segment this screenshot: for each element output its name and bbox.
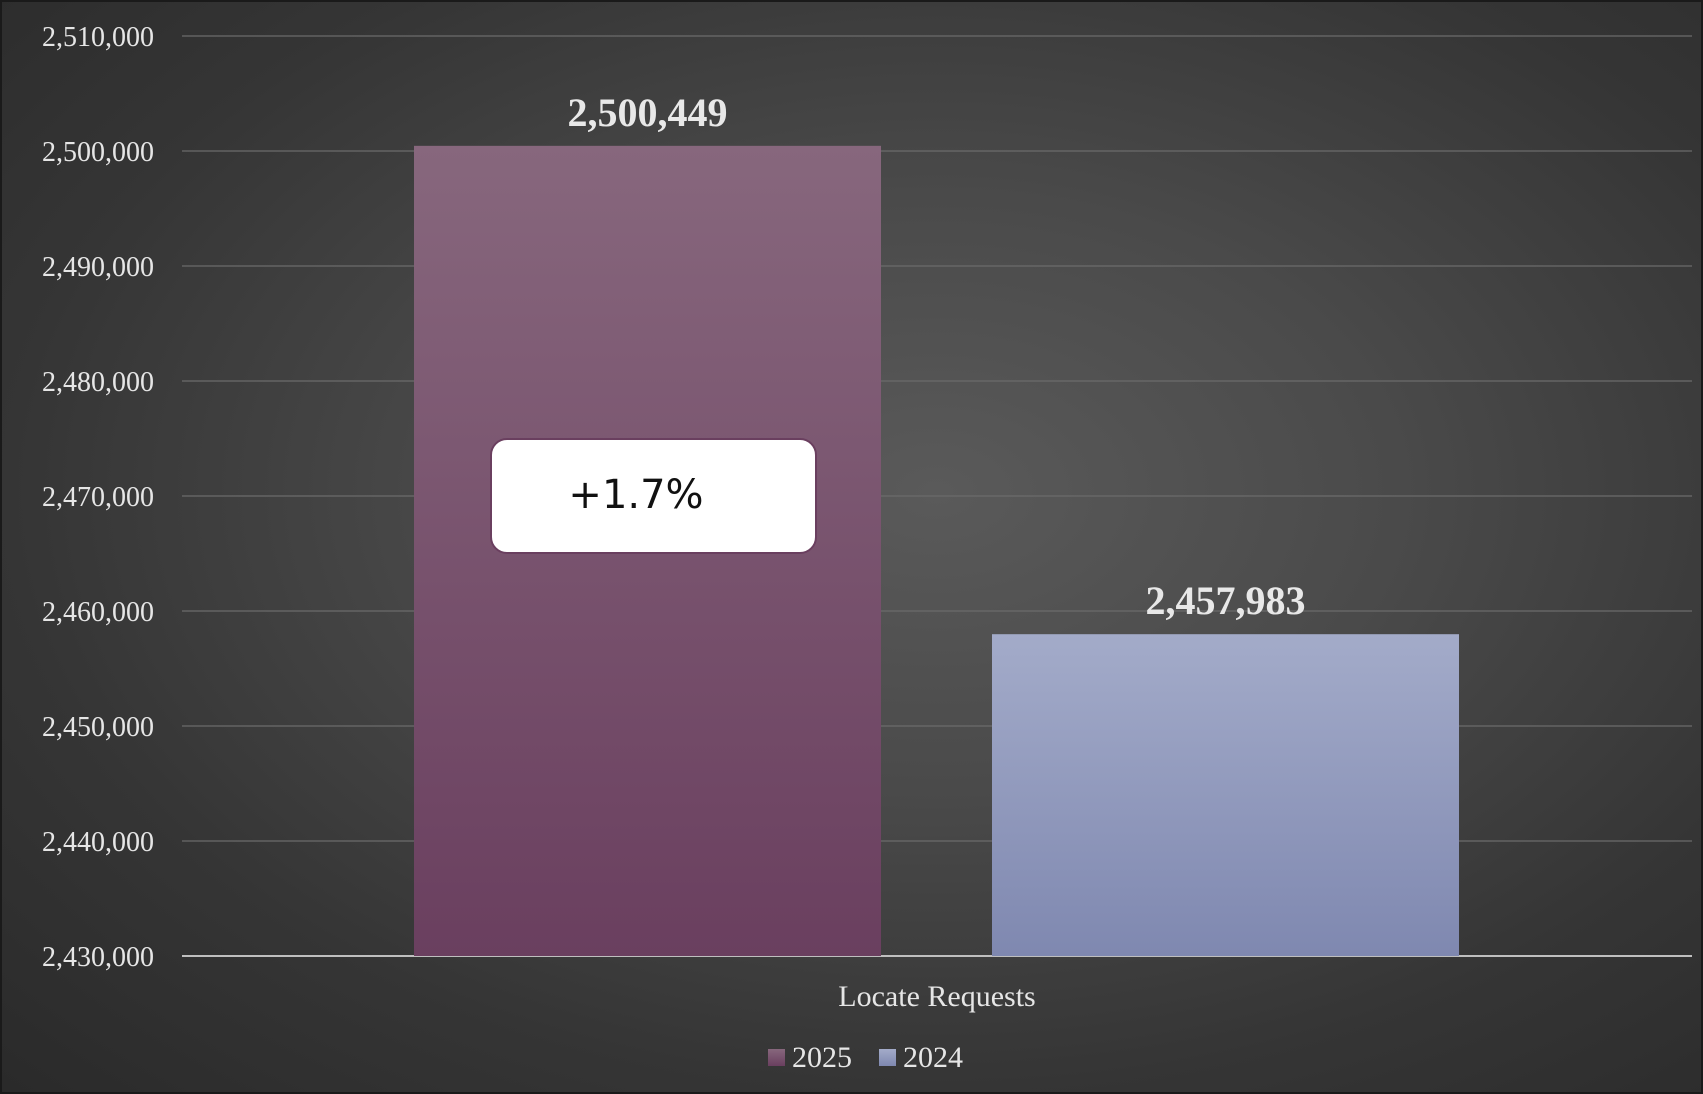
x-category-label: Locate Requests	[838, 980, 1035, 1013]
bar-2024[interactable]	[992, 634, 1459, 956]
legend-label-2024: 2024	[903, 1041, 963, 1074]
legend-label-2025: 2025	[792, 1041, 852, 1074]
y-tick-label: 2,480,000	[42, 367, 154, 398]
legend-swatch-2025	[768, 1049, 785, 1066]
y-tick-label: 2,470,000	[42, 482, 154, 513]
y-tick-label: 2,490,000	[42, 252, 154, 283]
legend-swatch-2024	[879, 1049, 896, 1066]
y-tick-label: 2,510,000	[42, 22, 154, 53]
data-label: 2,457,983	[1146, 578, 1306, 623]
callout-box	[490, 438, 817, 554]
y-tick-label: 2,430,000	[42, 942, 154, 973]
callout-label: +1.7%	[568, 472, 703, 518]
y-tick-label: 2,440,000	[42, 827, 154, 858]
y-tick-label: 2,460,000	[42, 597, 154, 628]
y-tick-label: 2,500,000	[42, 137, 154, 168]
data-label: 2,500,449	[568, 90, 728, 135]
y-tick-label: 2,450,000	[42, 712, 154, 743]
